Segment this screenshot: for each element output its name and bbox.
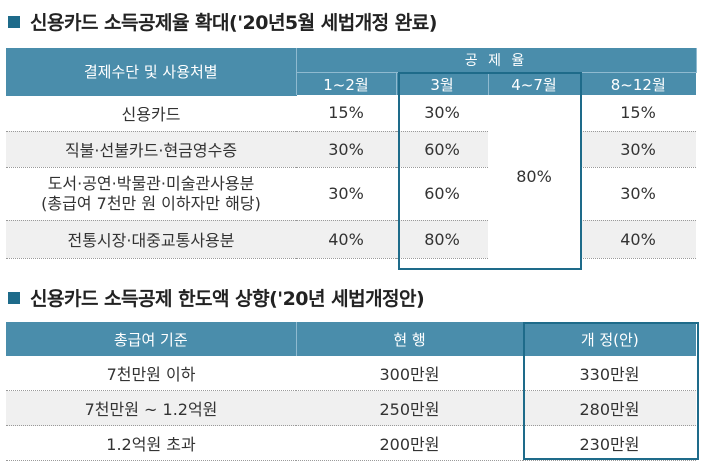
deduction-rate-table: 결제수단 및 사용처별 공 제 율 1~2월 3월 4~7월 8~12월 신용카… bbox=[6, 48, 697, 259]
current-limit: 200만원 bbox=[296, 425, 523, 461]
rate-aug-dec: 30% bbox=[580, 131, 697, 168]
rate-mar: 60% bbox=[396, 131, 488, 168]
row-label: 신용카드 bbox=[6, 95, 296, 132]
square-bullet-icon bbox=[8, 291, 20, 304]
row-label: 전통시장·대중교통사용분 bbox=[6, 220, 296, 259]
table-row: 7천만원 ~ 1.2억원 250만원 280만원 bbox=[6, 390, 696, 426]
salary-basis: 7천만원 ~ 1.2억원 bbox=[6, 390, 296, 426]
header-revised: 개 정(안) bbox=[523, 322, 696, 356]
row-label: 도서·공연·박물관·미술관사용분 (총급여 7천만 원 이하자만 해당) bbox=[6, 167, 296, 221]
salary-basis: 1.2억원 초과 bbox=[6, 425, 296, 461]
rate-jan-feb: 15% bbox=[296, 95, 396, 132]
row-label-line2: (총급여 7천만 원 이하자만 해당) bbox=[41, 193, 261, 213]
row-label: 직불·선불카드·현금영수증 bbox=[6, 131, 296, 168]
square-bullet-icon bbox=[8, 15, 20, 28]
table2-title-text: 신용카드 소득공제 한도액 상향('20년 세법개정안) bbox=[30, 288, 425, 310]
rate-jan-feb: 30% bbox=[296, 167, 396, 221]
header-period-apr-jul: 4~7월 bbox=[488, 72, 581, 95]
table-row: 1.2억원 초과 200만원 230만원 bbox=[6, 425, 696, 461]
table-row: 도서·공연·박물관·미술관사용분 (총급여 7천만 원 이하자만 해당) 30%… bbox=[6, 167, 697, 221]
rate-aug-dec: 30% bbox=[580, 167, 697, 221]
revised-limit: 330만원 bbox=[523, 356, 696, 391]
table-row: 신용카드 15% 30% 80% 15% bbox=[6, 95, 697, 258]
current-limit: 300만원 bbox=[296, 356, 523, 391]
rate-mar: 80% bbox=[396, 220, 488, 259]
rate-mar: 30% bbox=[396, 95, 488, 132]
header-period-mar: 3월 bbox=[396, 72, 489, 95]
rate-jan-feb: 30% bbox=[296, 131, 396, 168]
header-salary-basis: 총급여 기준 bbox=[6, 322, 297, 356]
rate-mar: 60% bbox=[396, 167, 488, 221]
table-row: 전통시장·대중교통사용분 40% 80% 40% bbox=[6, 220, 697, 259]
deduction-limit-table: 총급여 기준 현 행 개 정(안) 7천만원 이하 300만원 330만원 7천… bbox=[6, 322, 696, 461]
rate-apr-jul: 80% bbox=[488, 95, 580, 258]
header-period-jan-feb: 1~2월 bbox=[296, 72, 397, 95]
rate-aug-dec: 15% bbox=[580, 95, 697, 132]
revised-limit: 280만원 bbox=[523, 390, 696, 426]
rate-aug-dec: 40% bbox=[580, 220, 697, 259]
header-method: 결제수단 및 사용처별 bbox=[6, 48, 297, 96]
table1-title-text: 신용카드 소득공제율 확대('20년5월 세법개정 완료) bbox=[30, 12, 437, 34]
current-limit: 250만원 bbox=[296, 390, 523, 426]
header-period-aug-dec: 8~12월 bbox=[580, 72, 697, 95]
table2-title: 신용카드 소득공제 한도액 상향('20년 세법개정안) bbox=[8, 284, 425, 311]
table-row: 7천만원 이하 300만원 330만원 bbox=[6, 356, 696, 391]
rate-jan-feb: 40% bbox=[296, 220, 396, 259]
table-row: 직불·선불카드·현금영수증 30% 60% 30% bbox=[6, 131, 697, 168]
revised-limit: 230만원 bbox=[523, 425, 696, 461]
row-label-line1: 도서·공연·박물관·미술관사용분 bbox=[47, 173, 255, 193]
header-current: 현 행 bbox=[296, 322, 524, 356]
header-deduction-rate: 공 제 율 bbox=[296, 48, 697, 73]
salary-basis: 7천만원 이하 bbox=[6, 356, 296, 391]
table1-title: 신용카드 소득공제율 확대('20년5월 세법개정 완료) bbox=[8, 8, 437, 35]
